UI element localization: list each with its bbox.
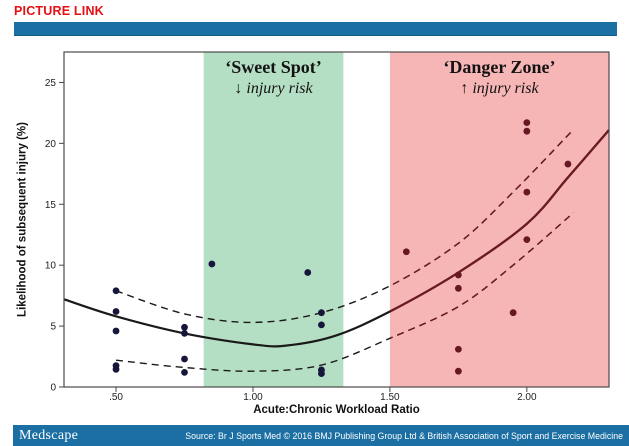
plot-frame	[63, 51, 610, 388]
x-tick-label: 1.00	[243, 392, 263, 403]
lower-ci-curve	[115, 212, 574, 372]
y-tick-label: 15	[45, 200, 57, 211]
bottom-blue-bar: Medscape Source: Br J Sports Med © 2016 …	[13, 425, 629, 446]
data-point	[208, 260, 216, 268]
data-point	[304, 269, 312, 276]
medscape-logo: Medscape	[19, 427, 79, 443]
data-point	[112, 327, 120, 335]
data-point	[181, 330, 188, 337]
data-point	[454, 367, 462, 375]
x-axis-label: Acute:Chronic Workload Ratio	[253, 404, 420, 416]
data-point	[181, 355, 188, 363]
data-point	[454, 284, 462, 292]
y-tick-label: 10	[45, 261, 57, 272]
data-point	[523, 188, 531, 196]
y-tick-label: 25	[45, 78, 57, 89]
picture-link[interactable]: PICTURE LINK	[14, 4, 104, 18]
y-tick-label: 5	[50, 322, 56, 333]
y-tick-label: 0	[50, 383, 56, 394]
data-point	[318, 370, 325, 377]
data-point	[454, 345, 462, 353]
data-point	[318, 309, 325, 317]
data-point	[181, 323, 188, 331]
source-attribution: Source: Br J Sports Med © 2016 BMJ Publi…	[185, 430, 623, 441]
x-tick-label: 1.50	[380, 392, 400, 403]
data-point	[564, 160, 572, 168]
data-point	[523, 236, 531, 244]
data-point	[318, 321, 325, 329]
data-point	[523, 127, 531, 135]
y-axis-label: Likelihood of subsequent injury (%)	[16, 122, 29, 317]
data-point	[112, 308, 120, 315]
zone-band-danger-zone	[389, 52, 609, 387]
x-tick-label: .50	[109, 392, 123, 403]
data-point	[523, 119, 531, 127]
x-tick-label: 2.00	[517, 392, 537, 403]
data-point	[509, 309, 517, 317]
data-point	[112, 365, 120, 373]
zone-band-sweet-spot	[203, 52, 344, 387]
y-tick-label: 20	[45, 139, 57, 150]
data-point	[181, 368, 188, 376]
fit-curve	[389, 129, 609, 313]
data-point	[402, 248, 410, 256]
top-blue-bar	[14, 22, 617, 36]
data-point	[454, 271, 462, 279]
data-point	[112, 287, 120, 295]
